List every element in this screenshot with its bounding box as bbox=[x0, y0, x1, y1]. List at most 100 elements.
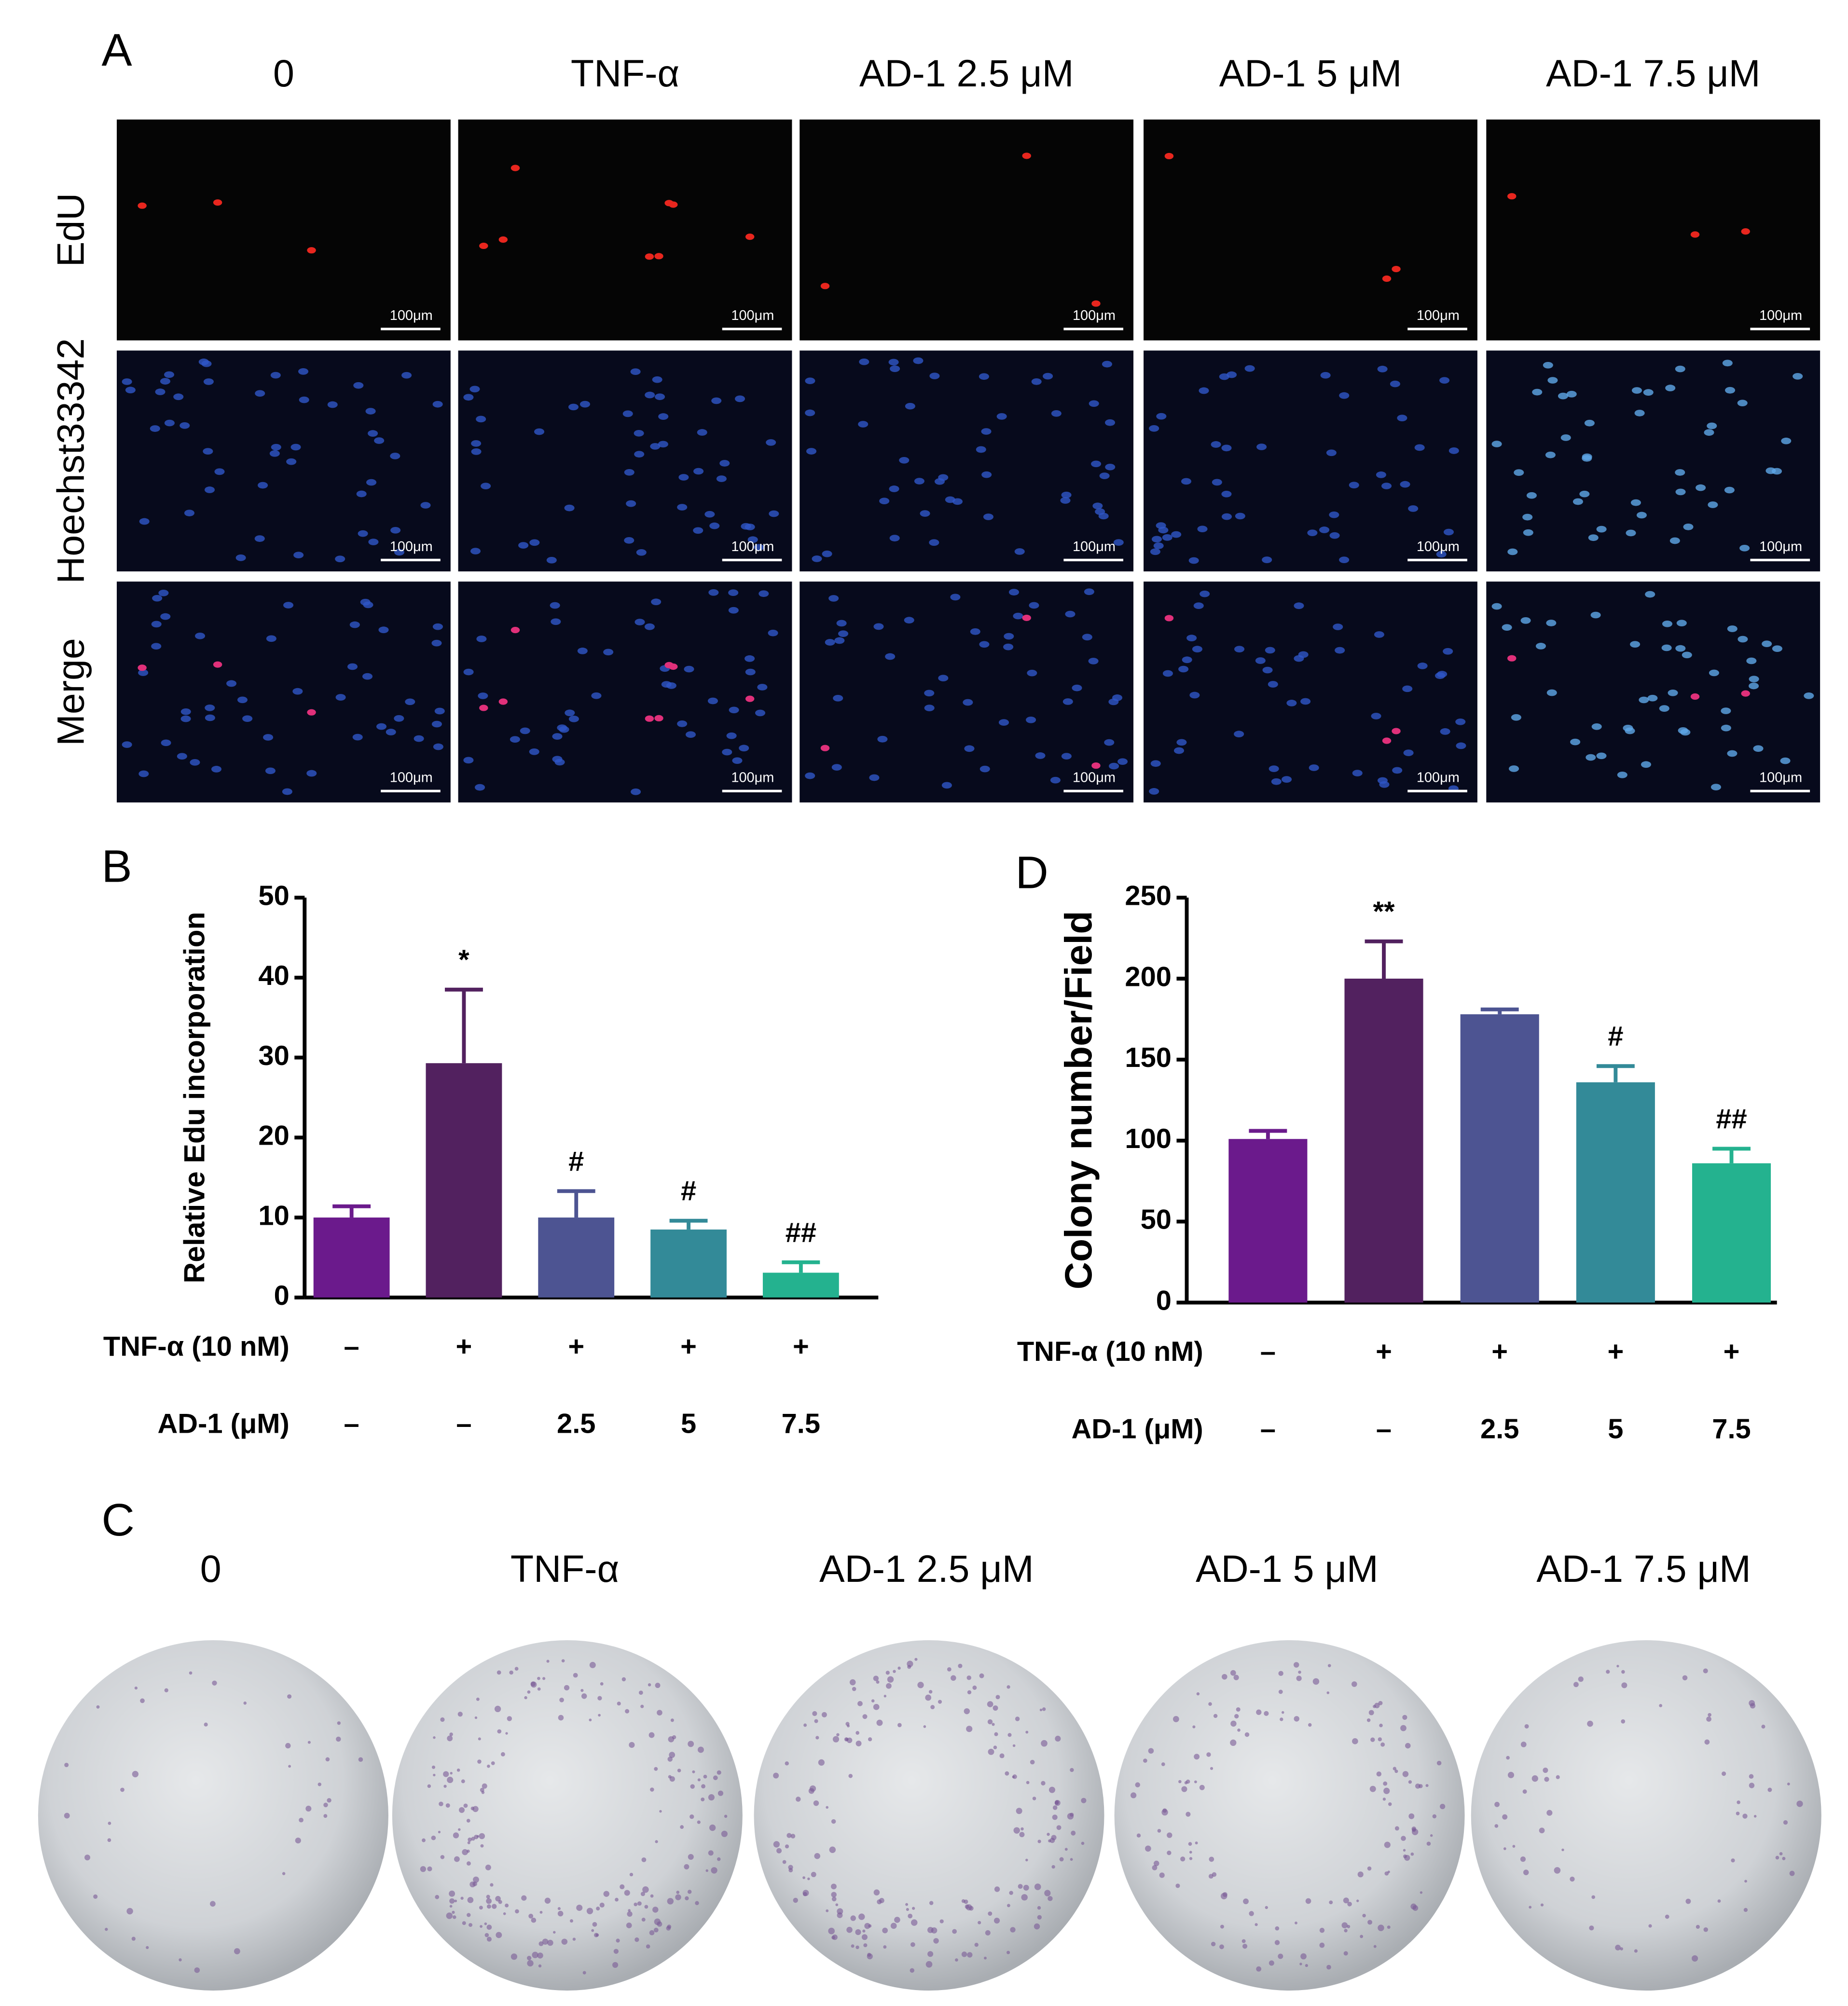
nucleus bbox=[1188, 557, 1199, 564]
colony bbox=[1025, 1858, 1028, 1862]
nucleus bbox=[463, 668, 474, 676]
colony bbox=[1356, 1899, 1359, 1902]
nucleus bbox=[766, 439, 776, 446]
colony bbox=[467, 1861, 471, 1866]
colony bbox=[449, 1898, 455, 1904]
edu-nucleus bbox=[498, 236, 508, 243]
colony bbox=[1531, 1775, 1538, 1782]
colony bbox=[1425, 1784, 1429, 1787]
nucleus bbox=[1104, 739, 1115, 746]
nucleus bbox=[1546, 689, 1557, 696]
colony bbox=[1779, 1852, 1783, 1855]
colony bbox=[1682, 1675, 1688, 1681]
colony bbox=[1502, 1814, 1508, 1820]
colony bbox=[648, 1732, 655, 1738]
edu-nucleus bbox=[1507, 655, 1517, 662]
nucleus bbox=[1091, 460, 1102, 468]
nucleus bbox=[335, 555, 345, 563]
colony bbox=[887, 1676, 894, 1683]
colony bbox=[992, 1723, 995, 1726]
edu-nucleus bbox=[820, 283, 830, 290]
colony bbox=[450, 1771, 453, 1775]
treatment-entry: – bbox=[1260, 1413, 1276, 1444]
nucleus bbox=[255, 390, 265, 397]
edu-nucleus bbox=[1392, 265, 1401, 273]
colony bbox=[930, 1705, 935, 1710]
colony bbox=[486, 1898, 492, 1904]
colony bbox=[453, 1915, 456, 1919]
colony bbox=[1692, 1955, 1698, 1962]
edu-nucleus bbox=[479, 242, 488, 249]
colony bbox=[1384, 1841, 1391, 1848]
nucleus bbox=[726, 732, 737, 739]
colony bbox=[526, 1955, 532, 1961]
colony bbox=[668, 1736, 675, 1743]
nucleus bbox=[471, 440, 482, 447]
edu-nucleus bbox=[1022, 614, 1031, 621]
nucleus bbox=[704, 511, 715, 518]
colony bbox=[1394, 1770, 1398, 1773]
nucleus bbox=[1043, 373, 1053, 380]
y-axis-title: Colony number/Field bbox=[1057, 911, 1100, 1289]
nucleus bbox=[1221, 513, 1232, 520]
treatment-entry: + bbox=[680, 1331, 697, 1362]
nucleus bbox=[1197, 526, 1208, 533]
colony bbox=[1523, 1869, 1529, 1875]
micrograph-bg bbox=[1486, 350, 1820, 572]
colony bbox=[628, 1909, 631, 1912]
colony bbox=[958, 1663, 963, 1668]
nucleus bbox=[1546, 620, 1557, 626]
colony bbox=[1373, 1945, 1377, 1948]
nucleus bbox=[1793, 373, 1803, 380]
nucleus bbox=[1003, 643, 1014, 650]
nucleus bbox=[1586, 754, 1596, 761]
micrograph: 100μm bbox=[1486, 581, 1820, 802]
colony bbox=[1430, 1834, 1433, 1837]
nucleus bbox=[1319, 526, 1330, 533]
colony bbox=[1737, 1800, 1740, 1804]
scale-bar-label: 100μm bbox=[731, 770, 774, 786]
colony bbox=[599, 1902, 605, 1908]
nucleus bbox=[353, 382, 364, 389]
nucleus bbox=[1062, 698, 1073, 705]
nucleus bbox=[1051, 410, 1062, 417]
colony bbox=[1400, 1725, 1407, 1731]
colony bbox=[873, 1889, 880, 1895]
nucleus bbox=[1680, 729, 1691, 736]
colony bbox=[1243, 1898, 1249, 1905]
treatment-entry: 7.5 bbox=[1712, 1413, 1751, 1444]
edu-nucleus bbox=[138, 202, 147, 209]
nucleus bbox=[184, 510, 195, 516]
nucleus bbox=[858, 421, 869, 428]
colony bbox=[927, 1927, 934, 1933]
colony bbox=[821, 1712, 827, 1717]
colony bbox=[644, 1905, 648, 1909]
colony bbox=[1157, 1829, 1161, 1833]
colony bbox=[467, 1841, 470, 1844]
nucleus bbox=[716, 475, 727, 482]
colony bbox=[463, 1803, 468, 1808]
colony bbox=[966, 1675, 971, 1680]
colony bbox=[1343, 1951, 1348, 1956]
column-title: AD-1 5 μM bbox=[1196, 1548, 1379, 1590]
nucleus bbox=[1298, 651, 1309, 658]
colony bbox=[1787, 1782, 1790, 1785]
colony bbox=[1013, 1827, 1020, 1834]
treatment-entry: + bbox=[1491, 1336, 1508, 1367]
nucleus bbox=[732, 757, 743, 764]
colony bbox=[1255, 1923, 1258, 1926]
nucleus bbox=[559, 726, 569, 733]
nucleus bbox=[138, 669, 149, 676]
nucleus bbox=[722, 748, 732, 756]
nucleus bbox=[677, 504, 688, 511]
colony bbox=[431, 1765, 436, 1769]
treatment-entry: – bbox=[1376, 1413, 1392, 1444]
colony bbox=[1378, 1701, 1383, 1705]
colony bbox=[1194, 1780, 1197, 1784]
nucleus bbox=[1566, 390, 1577, 398]
colony bbox=[917, 1682, 924, 1688]
colony bbox=[1018, 1884, 1023, 1889]
colony bbox=[467, 1849, 470, 1853]
colony bbox=[1503, 1847, 1506, 1850]
